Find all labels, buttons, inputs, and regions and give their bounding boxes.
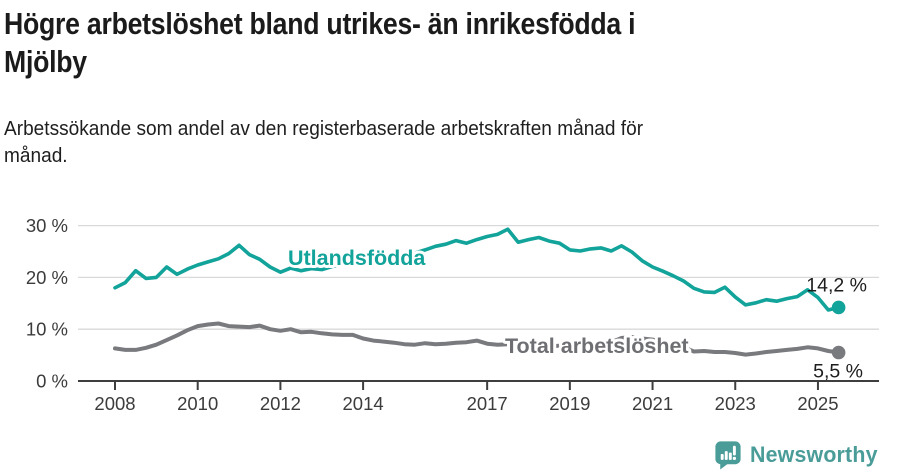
y-tick-label-10: 10 % [26, 319, 68, 340]
series-label-total: Total arbetslöshet [505, 334, 689, 358]
x-tick-label-2017: 2017 [467, 393, 508, 414]
y-tick-label-30: 30 % [26, 215, 68, 236]
footer-logo[interactable]: Newsworthy [713, 439, 882, 470]
x-tick-label-2021: 2021 [632, 393, 673, 414]
end-dot-utlandsfodda [831, 300, 846, 315]
x-tick-label-2012: 2012 [260, 393, 301, 414]
end-value-label-utlandsfodda: 14,2 % [806, 274, 867, 296]
x-tick-label-2025: 2025 [797, 393, 838, 414]
end-dot-total [831, 345, 846, 360]
chart-svg: 0 % 10 % 20 % 30 % 2008 2010 2012 2014 2017 2019 2… [26, 215, 879, 414]
x-tick-label-2023: 2023 [715, 393, 756, 414]
x-tick-label-2014: 2014 [343, 393, 384, 414]
y-tick-label-20: 20 % [26, 267, 68, 288]
x-tick-label-2010: 2010 [177, 393, 218, 414]
series-label-utlandsfodda: Utlandsfödda [288, 246, 426, 270]
page-subtitle: Arbetssökande som andel av den registerb… [4, 117, 644, 168]
x-tick-label-2008: 2008 [94, 393, 135, 414]
x-tick-label-2019: 2019 [549, 393, 590, 414]
series-line-total [113, 321, 841, 357]
brand-name: Newsworthy [750, 441, 879, 467]
y-tick-label-0: 0 % [36, 371, 68, 392]
end-value-label-total: 5,5 % [813, 361, 863, 383]
newsworthy-speech-bubble-bar-chart-icon [715, 441, 741, 470]
series-line-utlandsfodda [113, 227, 841, 312]
page-title: Högre arbetslöshet bland utrikes- än inr… [4, 6, 636, 80]
chart-area: 0 % 10 % 20 % 30 % 2008 2010 2012 2014 2017 2019 2… [0, 196, 900, 436]
